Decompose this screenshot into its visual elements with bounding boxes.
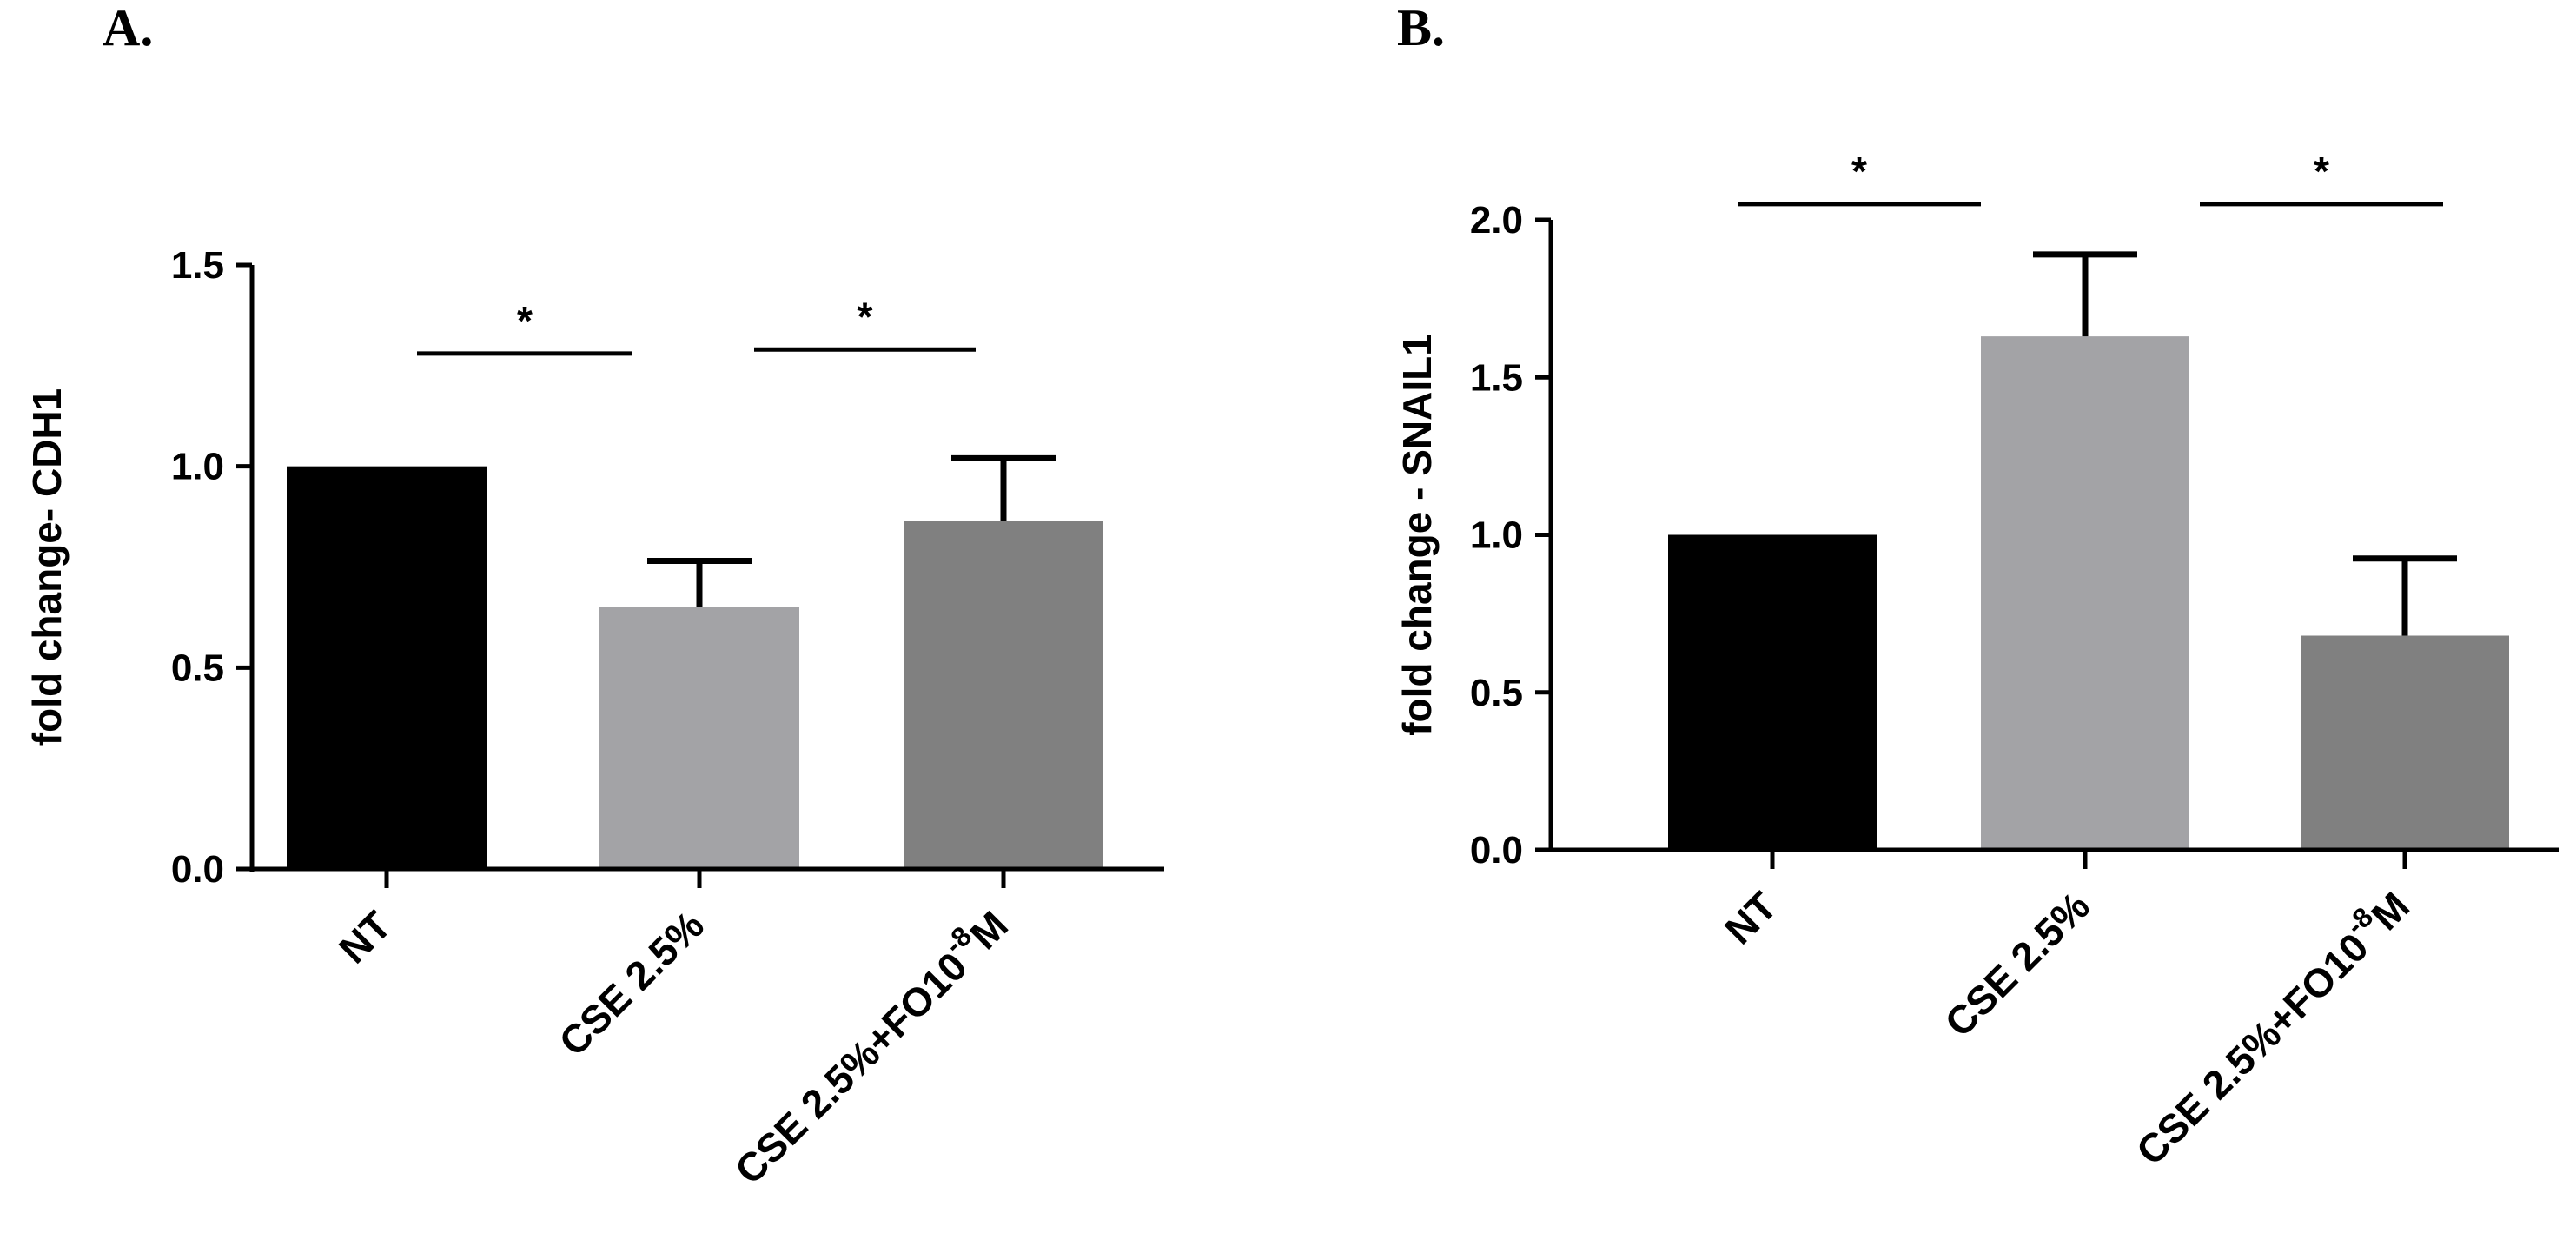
bar bbox=[904, 521, 1103, 869]
bar bbox=[1668, 534, 1877, 850]
bar bbox=[1981, 336, 2189, 850]
panel-label: B. bbox=[1397, 0, 1445, 56]
category-text: CSE 2.5%+FO10 bbox=[726, 944, 976, 1193]
bar bbox=[2301, 635, 2509, 850]
category-text: CSE 2.5% bbox=[550, 902, 712, 1064]
bar bbox=[287, 466, 487, 869]
x-category-label: CSE 2.5%+FO10-8M bbox=[2122, 878, 2418, 1174]
chart-panel-a: A. 0.0 0.5 1.0 1.5 fold change- CDH1 NT CSE 2.5… bbox=[24, 0, 1164, 1193]
category-text: CSE 2.5%+FO10 bbox=[2128, 925, 2377, 1174]
category-text: CSE 2.5% bbox=[1936, 883, 2098, 1045]
y-tick-label: 0.0 bbox=[171, 848, 224, 891]
significance-star: * bbox=[2314, 149, 2329, 194]
category-text: NT bbox=[330, 902, 400, 971]
chart-panel-b: B. 0.0 0.5 1.0 1.5 2.0 fold change - SNAIL1 NT C… bbox=[1394, 0, 2559, 1174]
x-category-label: CSE 2.5% bbox=[550, 902, 712, 1064]
significance-star: * bbox=[858, 294, 873, 339]
category-text: NT bbox=[1716, 883, 1785, 952]
y-tick-label: 0.5 bbox=[171, 647, 224, 689]
y-tick-label: 1.0 bbox=[171, 446, 224, 488]
y-tick-label: 2.0 bbox=[1470, 199, 1523, 242]
y-axis-title: fold change - SNAIL1 bbox=[1394, 334, 1440, 736]
x-category-label: NT bbox=[1716, 883, 1785, 952]
y-tick-label: 1.5 bbox=[171, 244, 224, 287]
y-tick-label: 0.5 bbox=[1470, 672, 1523, 714]
panel-label: A. bbox=[103, 0, 153, 56]
x-category-label: CSE 2.5%+FO10-8M bbox=[720, 897, 1016, 1193]
x-category-label: NT bbox=[330, 902, 400, 971]
y-tick-label: 1.0 bbox=[1470, 514, 1523, 557]
y-axis-title: fold change- CDH1 bbox=[24, 388, 70, 746]
x-category-label: CSE 2.5% bbox=[1936, 883, 2098, 1045]
bar bbox=[599, 607, 799, 869]
y-tick-label: 1.5 bbox=[1470, 356, 1523, 399]
significance-star: * bbox=[517, 298, 533, 343]
y-tick-label: 0.0 bbox=[1470, 829, 1523, 872]
significance-star: * bbox=[1851, 149, 1867, 194]
